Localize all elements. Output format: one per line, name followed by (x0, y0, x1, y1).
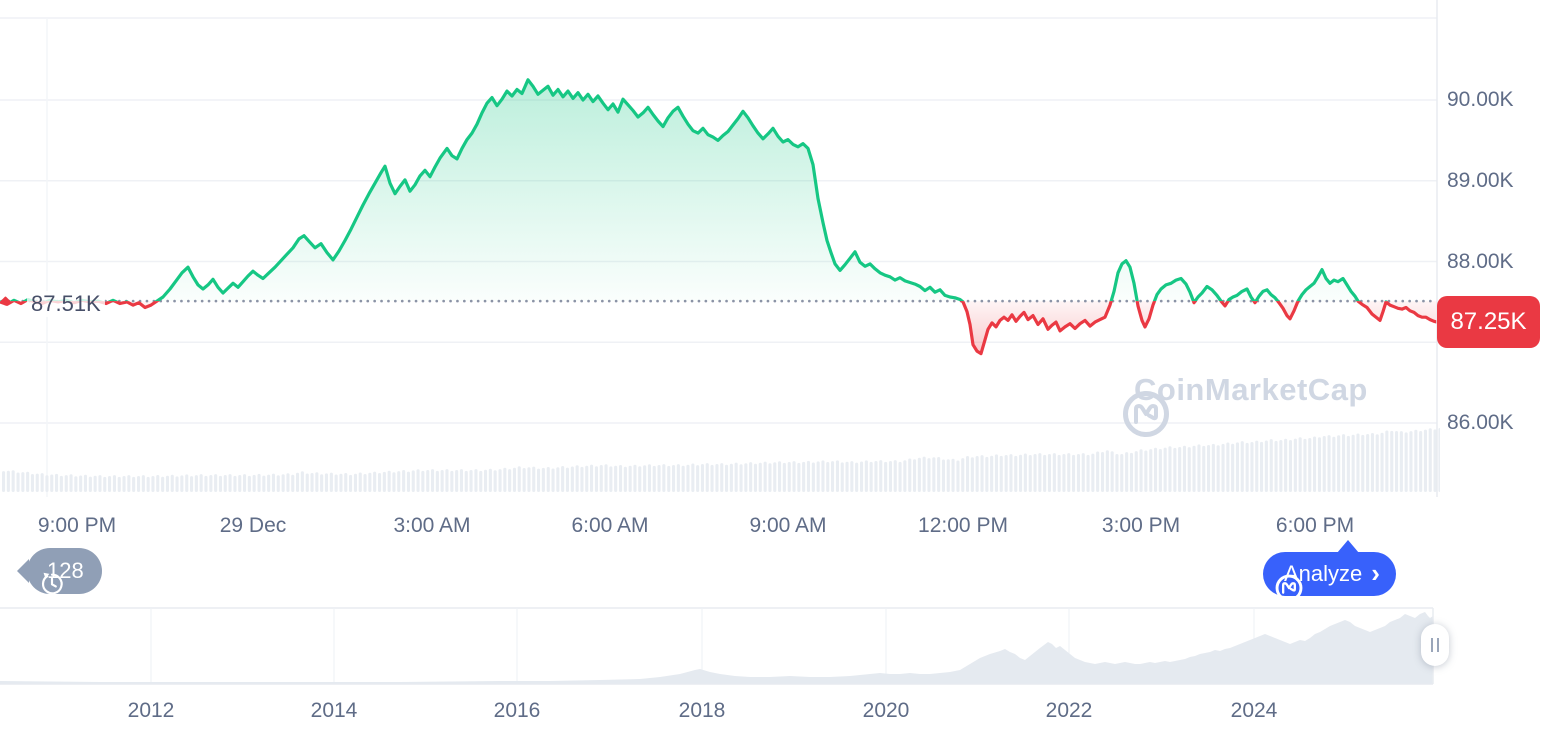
chevron-right-icon: › (1371, 557, 1380, 588)
x-axis-label: 12:00 PM (918, 514, 1008, 537)
x-axis-label: 6:00 PM (1275, 514, 1355, 537)
x-axis-label: 3:00 PM (1101, 514, 1181, 537)
minimap-year-label: 2024 (1230, 699, 1278, 722)
x-axis-label: 3:00 AM (393, 514, 471, 537)
minimap-year-label: 2018 (678, 699, 726, 722)
x-axis-label: 29 Dec (219, 514, 287, 537)
y-axis-label: 89.00K (1447, 168, 1514, 192)
main-price-chart[interactable] (0, 0, 1440, 500)
handle-grip-icon (1431, 638, 1433, 652)
y-axis-label: 88.00K (1447, 249, 1514, 273)
x-axis-label: 9:00 PM (37, 514, 117, 537)
analyze-button[interactable]: Analyze › (1263, 540, 1396, 602)
minimap-year-label: 2014 (310, 699, 358, 722)
minimap-range-handle[interactable] (1421, 624, 1449, 666)
handle-grip-icon (1437, 638, 1439, 652)
current-price-badge: 87.25K (1437, 296, 1540, 348)
history-count: 128 (47, 558, 84, 583)
baseline-price-label: 87.51K (27, 291, 105, 317)
x-axis-label: 6:00 AM (571, 514, 649, 537)
pill-tail (17, 559, 29, 583)
timeline-minimap[interactable] (0, 600, 1566, 732)
history-count-pill[interactable]: 128 (17, 548, 102, 595)
watermark-label: CoinMarketCap (1134, 372, 1368, 407)
y-axis-label: 86.00K (1447, 411, 1514, 434)
minimap-year-label: 2012 (127, 699, 175, 722)
minimap-year-label: 2016 (493, 699, 541, 722)
minimap-year-label: 2020 (862, 699, 910, 722)
minimap-year-label: 2022 (1045, 699, 1093, 722)
analyze-label: Analyze (1284, 561, 1363, 586)
button-tail (1337, 540, 1359, 553)
x-axis-label: 9:00 AM (749, 514, 827, 537)
y-axis-label: 90.00K (1447, 88, 1514, 111)
watermark: CoinMarketCap (1122, 372, 1368, 437)
